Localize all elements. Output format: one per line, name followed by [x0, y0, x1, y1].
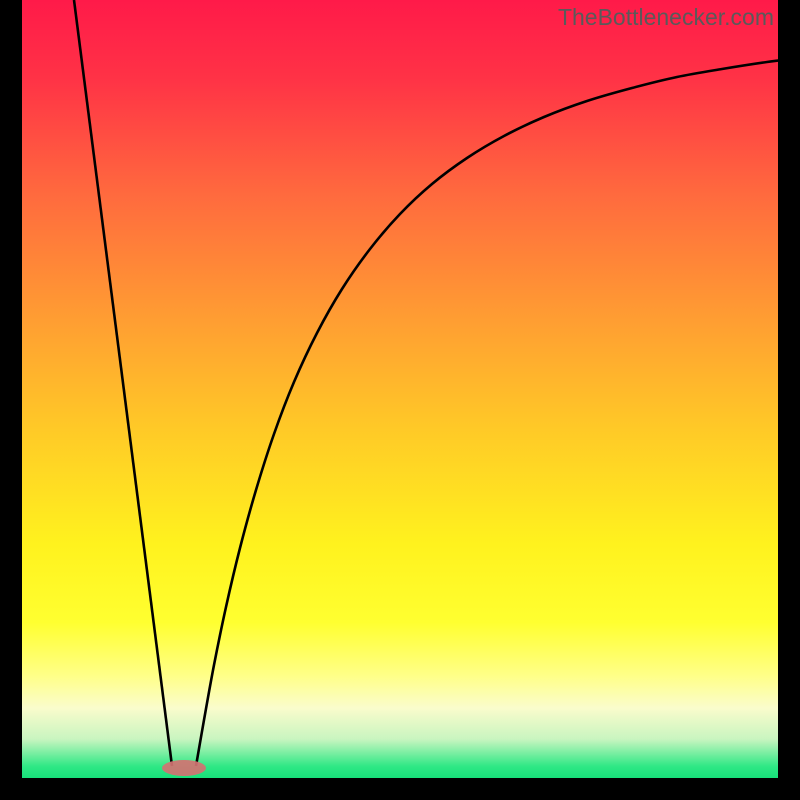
- chart-frame: TheBottlenecker.com: [0, 0, 800, 800]
- frame-left: [0, 0, 22, 800]
- watermark-text: TheBottlenecker.com: [558, 4, 774, 31]
- frame-border: [0, 0, 800, 800]
- frame-right: [778, 0, 800, 800]
- frame-bottom: [0, 778, 800, 800]
